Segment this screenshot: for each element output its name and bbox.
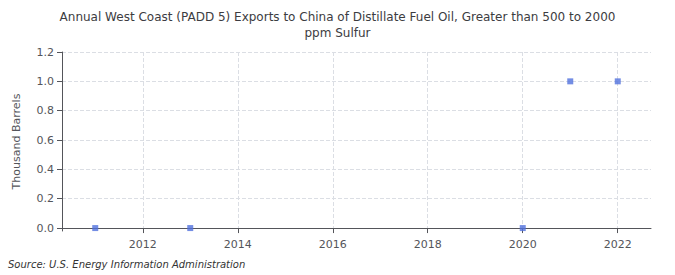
svg-text:ppm Sulfur: ppm Sulfur [304,26,370,40]
svg-text:2014: 2014 [224,238,252,251]
svg-text:2022: 2022 [604,238,632,251]
svg-text:Thousand Barrels: Thousand Barrels [10,93,23,190]
svg-text:0.4: 0.4 [37,163,55,176]
svg-text:1.2: 1.2 [37,46,55,59]
svg-text:2016: 2016 [319,238,347,251]
svg-text:0.0: 0.0 [37,222,55,235]
svg-text:1.0: 1.0 [37,75,55,88]
svg-text:0.2: 0.2 [37,192,55,205]
svg-text:2020: 2020 [509,238,537,251]
svg-text:2018: 2018 [414,238,442,251]
svg-text:Source: U.S. Energy Informatio: Source: U.S. Energy Information Administ… [8,259,245,270]
svg-text:0.8: 0.8 [37,104,55,117]
svg-text:2012: 2012 [129,238,157,251]
svg-text:0.6: 0.6 [37,134,55,147]
svg-text:Annual West Coast (PADD 5) Exp: Annual West Coast (PADD 5) Exports to Ch… [60,10,616,24]
